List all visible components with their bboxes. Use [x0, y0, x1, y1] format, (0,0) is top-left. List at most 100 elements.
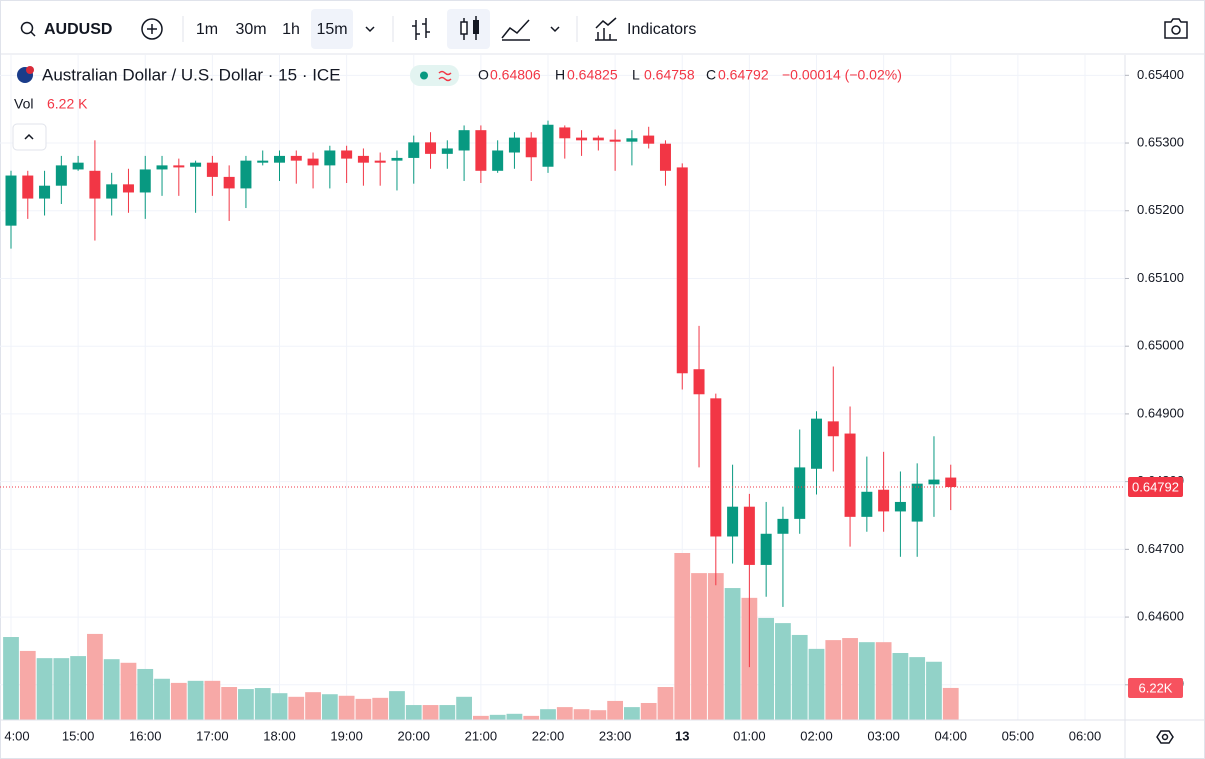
toolbar: AUDUSD Indicators 1m 30m 1h 15m: [0, 9, 1205, 55]
volume-price-box: [1128, 677, 1183, 698]
indicators-icon[interactable]: [595, 17, 617, 41]
timeframe-button[interactable]: 30m: [235, 21, 266, 38]
candles-button[interactable]: [447, 9, 490, 49]
indicators-button[interactable]: Indicators: [627, 21, 696, 38]
symbol[interactable]: AUDUSD: [44, 21, 112, 38]
candles-icon: [460, 21, 468, 35]
volume-bar: [506, 713, 523, 720]
volume-bar: [305, 692, 321, 720]
timeframe-chevron[interactable]: [365, 26, 375, 33]
candle-body: [643, 135, 655, 144]
candle-body: [911, 483, 923, 522]
timeframe-button[interactable]: 1m: [196, 21, 218, 38]
candle-body: [458, 130, 470, 151]
ohlc-key: C: [706, 67, 716, 83]
volume-bar: [3, 637, 19, 720]
last-price-box: [1128, 477, 1183, 498]
x-tick-label: 16:00: [129, 728, 162, 743]
volume-bar: [19, 650, 36, 720]
x-tick-label: 04:00: [934, 728, 967, 743]
volume-bar: [707, 573, 724, 720]
search-icon[interactable]: [20, 21, 34, 35]
candle-body: [710, 398, 722, 537]
collapse-button[interactable]: [12, 123, 47, 151]
x-tick-label: 05:00: [1002, 728, 1035, 743]
volume-bar: [523, 715, 540, 720]
timeframe-button[interactable]: 15m: [316, 21, 347, 38]
volume-bar: [875, 642, 892, 720]
plot: [0, 55, 1125, 720]
candle-body: [508, 137, 520, 153]
timeframe-button[interactable]: 1h: [282, 21, 300, 38]
ohlc-value: 0.64825: [567, 67, 618, 83]
candle-body: [39, 185, 51, 199]
candle-body: [257, 160, 269, 163]
volume-bar: [858, 642, 875, 720]
volume-bar: [791, 634, 808, 720]
volume-bar: [422, 705, 439, 720]
volume-bar: [120, 662, 137, 720]
candle-body: [122, 184, 134, 193]
volume-bar: [624, 707, 640, 720]
candle-body: [408, 142, 420, 158]
volume-bar: [892, 652, 909, 720]
x-tick-label: 03:00: [867, 728, 900, 743]
status-pill[interactable]: [410, 65, 459, 86]
candle-body: [307, 158, 319, 166]
candle-body: [55, 165, 67, 186]
volume-bar: [288, 696, 305, 720]
volume-bar: [70, 656, 87, 720]
chart-type-chevron[interactable]: [550, 26, 560, 33]
y-tick-label: 0.65100: [1137, 270, 1184, 285]
y-tick-label: 0.64700: [1137, 541, 1184, 556]
candles-icon: [473, 20, 479, 34]
volume-bar: [909, 657, 926, 720]
candle-body: [341, 150, 353, 159]
candle-body: [525, 137, 537, 158]
volume-bar: [590, 710, 607, 720]
volume-value: 6.22 K: [47, 96, 88, 112]
last-price-label: 0.64792: [1132, 479, 1179, 494]
candle-body: [240, 160, 252, 189]
snapshot-icon[interactable]: [1164, 18, 1188, 39]
candle-body: [190, 162, 202, 167]
ohlc-value: 0.64758: [644, 67, 695, 83]
settings-icon[interactable]: [1156, 730, 1174, 744]
candle-body: [492, 150, 504, 171]
volume-bar: [674, 553, 691, 720]
candle-body: [139, 169, 151, 193]
volume-bar: [540, 709, 556, 720]
candle-body: [206, 162, 218, 177]
volume-bar: [640, 702, 657, 720]
bars-icon[interactable]: [412, 18, 430, 40]
x-tick-label: 17:00: [196, 728, 229, 743]
ohlc-key: O: [478, 67, 489, 83]
candle-body: [156, 165, 168, 170]
candle-body: [928, 479, 940, 485]
volume-bar: [808, 648, 825, 720]
candle-body: [391, 157, 403, 161]
volume-bar: [137, 668, 154, 720]
y-tick-label: 0.65300: [1137, 134, 1184, 149]
candle-body: [693, 369, 705, 395]
volume-bar: [53, 658, 70, 720]
volume-bar: [556, 707, 573, 720]
area-icon[interactable]: [501, 19, 530, 41]
volume-bar: [36, 658, 53, 720]
volume-bar: [355, 698, 372, 720]
candle-body: [559, 127, 571, 139]
volume-bar: [607, 700, 624, 720]
candle-body: [274, 155, 285, 163]
candle-body: [878, 489, 890, 512]
candle-body: [290, 155, 302, 161]
candle-body: [89, 170, 101, 199]
volume-bar: [573, 709, 590, 720]
volume-bar: [204, 680, 221, 720]
candle-body: [811, 418, 822, 469]
x-tick-label: 23:00: [599, 728, 632, 743]
volume-bar: [103, 659, 120, 720]
candle-body: [374, 160, 386, 163]
candle-body: [173, 165, 185, 168]
add-symbol-icon[interactable]: [141, 18, 163, 40]
